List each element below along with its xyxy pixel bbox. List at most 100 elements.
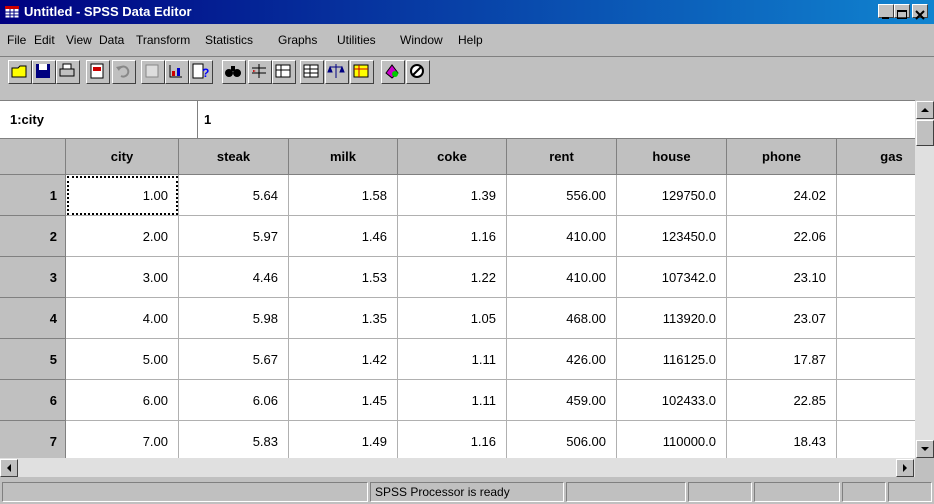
data-cell[interactable]: 1.16 xyxy=(398,421,507,458)
data-cell[interactable]: 1 xyxy=(837,421,915,458)
data-cell[interactable]: 1.42 xyxy=(289,339,398,380)
data-cell[interactable]: 7.00 xyxy=(66,421,179,458)
maximize-button[interactable] xyxy=(894,4,910,19)
data-cell[interactable]: 1.00 xyxy=(66,175,179,216)
data-cell[interactable]: 4.46 xyxy=(179,257,289,298)
data-cell[interactable]: 1.49 xyxy=(289,421,398,458)
toolbar-button[interactable] xyxy=(141,60,165,84)
toolbar-button[interactable] xyxy=(165,60,189,84)
toolbar-button[interactable] xyxy=(56,60,80,84)
data-cell[interactable]: 1 xyxy=(837,298,915,339)
data-cell[interactable]: 426.00 xyxy=(507,339,617,380)
data-cell[interactable]: 110000.0 xyxy=(617,421,727,458)
data-cell[interactable]: 24.02 xyxy=(727,175,837,216)
data-cell[interactable]: 1 xyxy=(837,380,915,421)
menu-item[interactable]: File xyxy=(7,33,27,47)
data-cell[interactable]: 129750.0 xyxy=(617,175,727,216)
data-cell[interactable]: 410.00 xyxy=(507,216,617,257)
row-header[interactable]: 1 xyxy=(0,175,66,216)
column-header[interactable]: steak xyxy=(179,139,289,175)
data-cell[interactable]: 6.06 xyxy=(179,380,289,421)
column-header[interactable]: milk xyxy=(289,139,398,175)
row-header[interactable]: 6 xyxy=(0,380,66,421)
scroll-thumb[interactable] xyxy=(916,120,934,146)
toolbar-button[interactable] xyxy=(350,60,374,84)
data-cell[interactable]: 5.83 xyxy=(179,421,289,458)
toolbar-button[interactable]: ? xyxy=(189,60,213,84)
scroll-down[interactable] xyxy=(916,440,934,458)
minimize-button[interactable] xyxy=(878,4,894,19)
menu-item[interactable]: Help xyxy=(458,33,483,47)
data-cell[interactable]: 5.98 xyxy=(179,298,289,339)
data-cell[interactable]: 102433.0 xyxy=(617,380,727,421)
column-header[interactable]: city xyxy=(66,139,179,175)
scroll-right[interactable] xyxy=(896,459,914,477)
menu-item[interactable]: Utilities xyxy=(337,33,376,47)
data-cell[interactable]: 5.00 xyxy=(66,339,179,380)
data-cell[interactable]: 1 xyxy=(837,216,915,257)
scroll-up[interactable] xyxy=(916,101,934,119)
menu-item[interactable]: Transform xyxy=(136,33,191,47)
toolbar-button[interactable] xyxy=(381,60,405,84)
toolbar-button[interactable] xyxy=(8,60,32,84)
toolbar-button[interactable] xyxy=(325,60,349,84)
data-cell[interactable]: 4.00 xyxy=(66,298,179,339)
close-button[interactable] xyxy=(912,4,928,20)
row-header[interactable]: 3 xyxy=(0,257,66,298)
column-header[interactable]: phone xyxy=(727,139,837,175)
row-header[interactable]: 5 xyxy=(0,339,66,380)
column-header[interactable]: coke xyxy=(398,139,507,175)
toolbar-button[interactable] xyxy=(86,60,110,84)
data-cell[interactable]: 22.85 xyxy=(727,380,837,421)
data-cell[interactable]: 113920.0 xyxy=(617,298,727,339)
data-cell[interactable]: 5.64 xyxy=(179,175,289,216)
menu-item[interactable]: Graphs xyxy=(278,33,318,47)
data-cell[interactable]: 1.35 xyxy=(289,298,398,339)
toolbar-button[interactable] xyxy=(32,60,56,84)
data-cell[interactable]: 1.46 xyxy=(289,216,398,257)
vertical-scrollbar[interactable] xyxy=(915,101,934,458)
data-cell[interactable]: 23.10 xyxy=(727,257,837,298)
data-cell[interactable]: 116125.0 xyxy=(617,339,727,380)
data-cell[interactable]: 5.97 xyxy=(179,216,289,257)
menu-item[interactable]: Statistics xyxy=(205,33,254,47)
column-header[interactable]: house xyxy=(617,139,727,175)
row-header[interactable]: 2 xyxy=(0,216,66,257)
data-cell[interactable]: 23.07 xyxy=(727,298,837,339)
data-cell[interactable]: 1.11 xyxy=(398,380,507,421)
data-cell[interactable]: 1.58 xyxy=(289,175,398,216)
data-cell[interactable]: 1 xyxy=(837,175,915,216)
data-cell[interactable]: 22.06 xyxy=(727,216,837,257)
data-cell[interactable]: 1.39 xyxy=(398,175,507,216)
horizontal-scrollbar[interactable] xyxy=(0,458,934,477)
data-cell[interactable]: 1.11 xyxy=(398,339,507,380)
data-cell[interactable]: 1.16 xyxy=(398,216,507,257)
data-cell[interactable]: 107342.0 xyxy=(617,257,727,298)
data-cell[interactable]: 123450.0 xyxy=(617,216,727,257)
data-cell[interactable]: 1.05 xyxy=(398,298,507,339)
menu-item[interactable]: Edit xyxy=(34,33,55,47)
data-cell[interactable]: 1 xyxy=(837,339,915,380)
menu-item[interactable]: Data xyxy=(99,33,125,47)
data-cell[interactable]: 1.22 xyxy=(398,257,507,298)
data-cell[interactable]: 17.87 xyxy=(727,339,837,380)
data-cell[interactable]: 1.45 xyxy=(289,380,398,421)
menu-item[interactable]: View xyxy=(66,33,92,47)
data-cell[interactable]: 410.00 xyxy=(507,257,617,298)
data-cell[interactable]: 1.53 xyxy=(289,257,398,298)
toolbar-button[interactable] xyxy=(248,60,272,84)
cell-value[interactable]: 1 xyxy=(204,112,212,127)
data-cell[interactable]: 2.00 xyxy=(66,216,179,257)
data-cell[interactable]: 18.43 xyxy=(727,421,837,458)
toolbar-button[interactable] xyxy=(222,60,246,84)
toolbar-button[interactable] xyxy=(406,60,430,84)
data-cell[interactable]: 6.00 xyxy=(66,380,179,421)
data-cell[interactable]: 506.00 xyxy=(507,421,617,458)
row-header[interactable]: 4 xyxy=(0,298,66,339)
row-header[interactable]: 7 xyxy=(0,421,66,458)
data-cell[interactable]: 1 xyxy=(837,257,915,298)
column-header[interactable]: gas xyxy=(837,139,915,175)
data-cell[interactable]: 556.00 xyxy=(507,175,617,216)
column-header[interactable]: rent xyxy=(507,139,617,175)
toolbar-button[interactable] xyxy=(272,60,296,84)
